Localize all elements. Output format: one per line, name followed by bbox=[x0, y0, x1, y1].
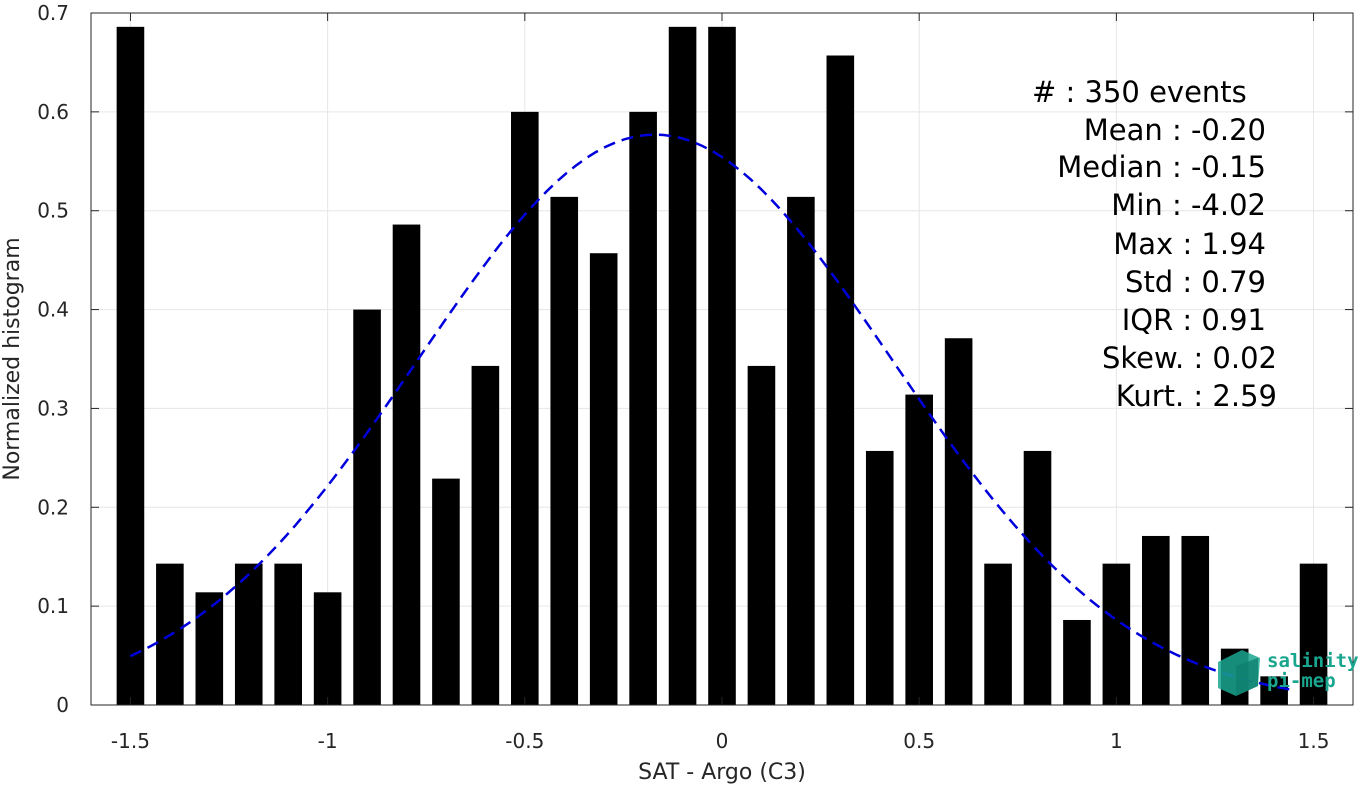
histogram-bar-25 bbox=[1102, 563, 1131, 705]
histogram-bar-6 bbox=[353, 309, 381, 705]
y-tick-label-4: 0.4 bbox=[37, 298, 69, 322]
salinity-pi-mep-logo: salinity pi-mep bbox=[1218, 650, 1359, 696]
stats-line-3: Min : -4.02 bbox=[1111, 188, 1266, 222]
logo-mark-shade-icon bbox=[1236, 658, 1258, 696]
histogram-bar-29 bbox=[1260, 676, 1288, 705]
histogram-bar-4 bbox=[274, 563, 302, 705]
histogram-bars bbox=[116, 26, 1328, 706]
x-tick-label-0: -1.5 bbox=[111, 729, 150, 753]
logo-line-1: salinity bbox=[1267, 650, 1359, 672]
x-tick-label-2: -0.5 bbox=[505, 729, 544, 753]
histogram-bar-7 bbox=[392, 224, 421, 705]
histogram-bar-18 bbox=[826, 55, 855, 706]
gaussian-fit-curve bbox=[129, 133, 1295, 692]
histogram-bar-22 bbox=[984, 563, 1012, 705]
y-tick-label-0: 0 bbox=[56, 693, 69, 717]
y-tick-label-6: 0.6 bbox=[37, 100, 69, 124]
histogram-bar-0 bbox=[116, 26, 145, 705]
y-tick-label-1: 0.1 bbox=[37, 594, 69, 618]
histogram-bar-23 bbox=[1023, 450, 1052, 705]
stats-line-7: Skew. : 0.02 bbox=[1102, 341, 1277, 375]
stats-line-2: Median : -0.15 bbox=[1057, 150, 1266, 184]
histogram-bar-26 bbox=[1142, 535, 1170, 705]
y-tick-label-7: 0.7 bbox=[37, 1, 69, 25]
y-tick-label-5: 0.5 bbox=[37, 199, 69, 223]
histogram-bar-12 bbox=[589, 253, 618, 706]
histogram-bar-9 bbox=[471, 365, 500, 705]
histogram-bar-8 bbox=[432, 478, 460, 705]
histogram-bar-16 bbox=[747, 365, 776, 705]
stats-line-0: # : 350 events bbox=[1032, 75, 1247, 109]
y-tick-label-2: 0.2 bbox=[37, 495, 69, 519]
histogram-bar-20 bbox=[905, 394, 933, 705]
x-tick-label-6: 1.5 bbox=[1298, 729, 1330, 753]
histogram-bar-5 bbox=[313, 592, 342, 705]
histogram-bar-19 bbox=[865, 450, 894, 705]
histogram-bar-21 bbox=[944, 338, 973, 705]
histogram-bar-27 bbox=[1181, 535, 1210, 705]
x-axis-label: SAT - Argo (C3) bbox=[638, 760, 806, 785]
logo-line-2: pi-mep bbox=[1267, 670, 1336, 692]
x-tick-label-4: 0.5 bbox=[903, 729, 935, 753]
stats-line-1: Mean : -0.20 bbox=[1084, 113, 1266, 147]
histogram-bar-15 bbox=[708, 26, 736, 705]
histogram-bar-3 bbox=[234, 563, 263, 705]
stats-line-8: Kurt. : 2.59 bbox=[1116, 379, 1277, 413]
histogram-bar-11 bbox=[550, 196, 579, 706]
x-tick-label-1: -1 bbox=[318, 729, 338, 753]
histogram-bar-13 bbox=[629, 111, 657, 706]
y-axis-label: Normalized histogram bbox=[0, 237, 25, 480]
histogram-bar-17 bbox=[787, 196, 815, 706]
histogram-bar-2 bbox=[195, 592, 224, 705]
histogram-bar-24 bbox=[1063, 619, 1091, 705]
stats-line-4: Max : 1.94 bbox=[1113, 227, 1266, 261]
tick-labels: -1.5 -1 -0.5 0 0.5 1 1.5 0 0.1 0.2 0.3 0.4 0.5 0.6 0.7 bbox=[37, 1, 1329, 753]
axes bbox=[90, 12, 1354, 706]
histogram-bar-30 bbox=[1299, 563, 1328, 705]
histogram-bar-10 bbox=[511, 111, 539, 706]
x-tick-label-3: 0 bbox=[716, 729, 729, 753]
histogram-bar-14 bbox=[668, 26, 697, 705]
y-tick-label-3: 0.3 bbox=[37, 396, 69, 420]
x-tick-label-5: 1 bbox=[1110, 729, 1123, 753]
stats-line-6: IQR : 0.91 bbox=[1122, 303, 1266, 337]
stats-line-5: Std : 0.79 bbox=[1125, 265, 1266, 299]
